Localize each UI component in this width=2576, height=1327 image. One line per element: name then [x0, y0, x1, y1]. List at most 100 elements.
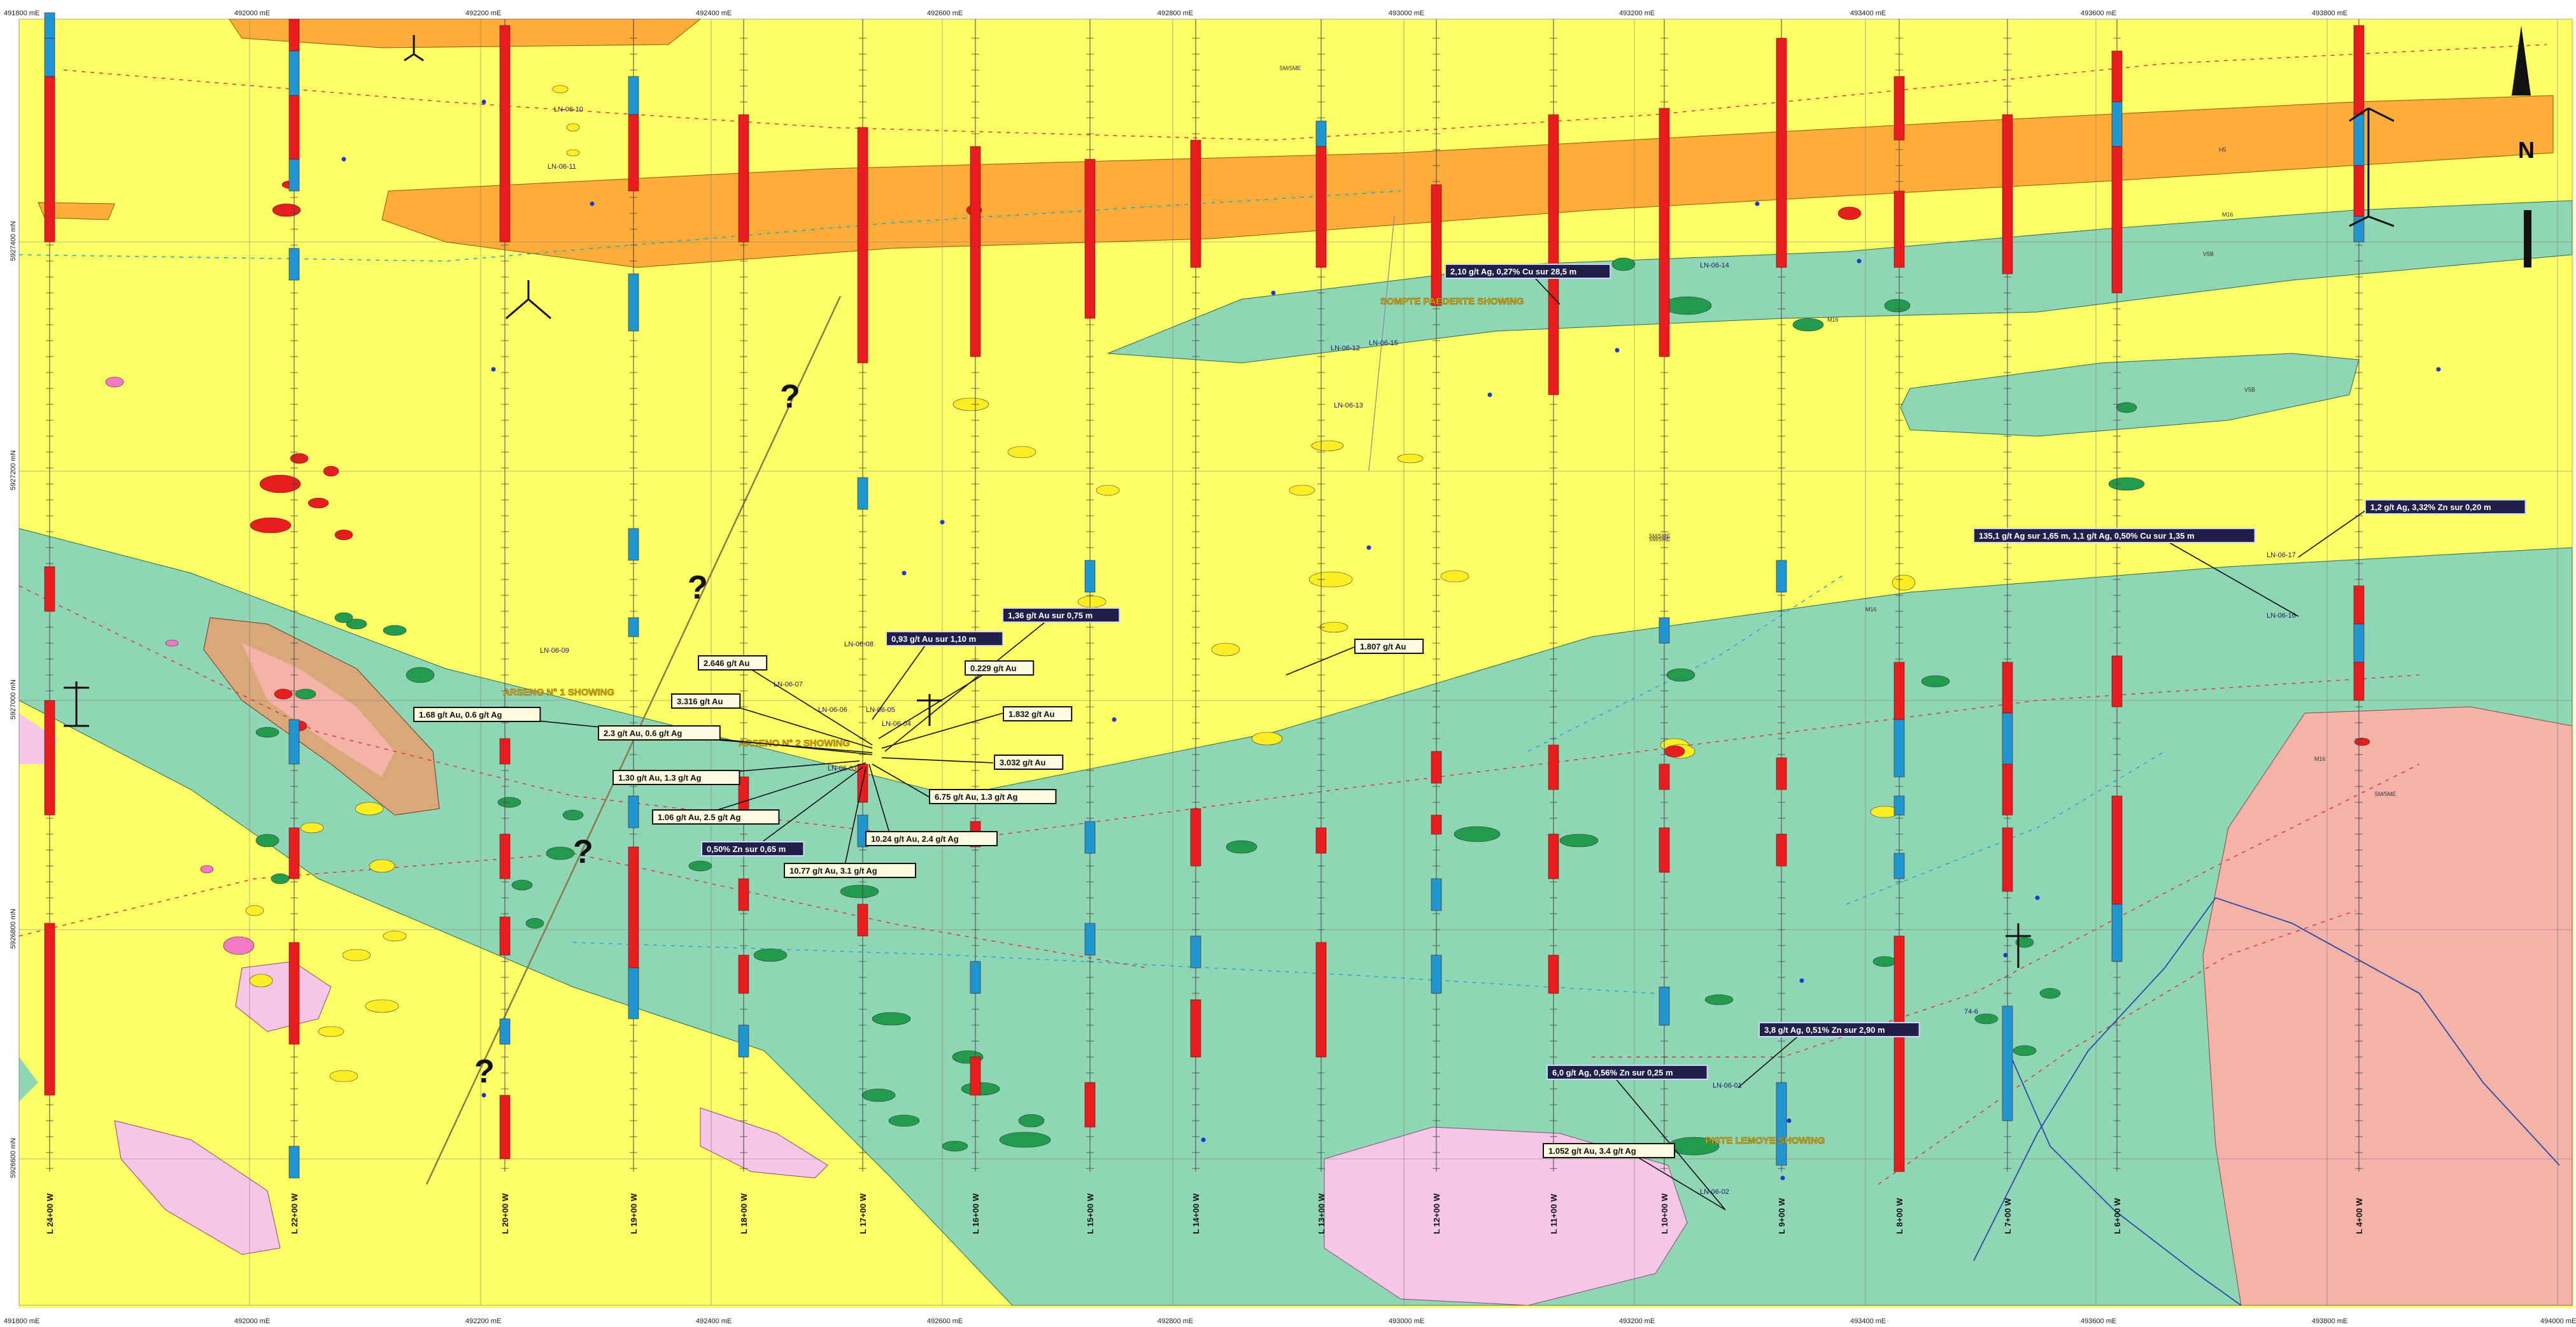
anomaly-segment-blue — [1431, 954, 1442, 994]
pink-unit-mid — [700, 1107, 828, 1179]
anomaly-segment-red — [1548, 834, 1559, 879]
anomaly-segment-red — [499, 916, 511, 956]
anomaly-segment-red — [628, 846, 639, 969]
anomaly-segment-blue — [499, 1018, 511, 1045]
unit-label: 5M/5ME — [2375, 791, 2396, 797]
callout-box — [1543, 1143, 1675, 1158]
grid-line-label: L 16+00 W — [971, 1193, 980, 1234]
sample-point — [1271, 290, 1276, 295]
outcrop-green — [1666, 668, 1695, 682]
drillhole-label: LN-06-04 — [882, 720, 911, 728]
sample-point — [1780, 1175, 1785, 1181]
anomaly-segment-blue — [2111, 904, 2123, 962]
callout-text: 1.807 g/t Au — [1360, 642, 1406, 651]
anomaly-segment-red — [1315, 146, 1327, 268]
callout-text: 0.229 g/t Au — [970, 664, 1017, 673]
callout-box — [1973, 528, 2256, 543]
unit-label: M16 — [1865, 606, 1877, 613]
outcrop-green — [2116, 402, 2137, 413]
outcrop-yellow — [1077, 595, 1107, 608]
left-tick-label: 5927200 mN — [10, 450, 17, 490]
showing-label: SOMPTE PAEDERTE SHOWING — [1380, 296, 1524, 307]
drillhole-label: LN-06-08 — [844, 641, 874, 648]
top-tick-label: 493000 mE — [1389, 10, 1424, 17]
sample-point — [902, 571, 907, 576]
outcrop-yellow — [365, 999, 399, 1013]
anomaly-segment-blue — [1084, 923, 1096, 956]
drillhole-label: LN-06-01 — [1713, 1082, 1742, 1089]
sample-point — [1799, 978, 1804, 983]
grid-line-label: L 19+00 W — [629, 1193, 639, 1234]
anomaly-segment-blue — [288, 1146, 300, 1179]
outcrop-yellow — [342, 949, 371, 962]
assay-callout: 3.316 g/t Au — [671, 693, 741, 709]
bottom-tick-label: 493000 mE — [1389, 1317, 1424, 1325]
map-border — [18, 18, 2573, 1306]
assay-callout: 1.807 g/t Au — [1354, 639, 1424, 654]
anomaly-segment-red — [1776, 38, 1787, 268]
anomaly-segment-red — [1431, 814, 1442, 835]
callout-text: 1.06 g/t Au, 2.5 g/t Ag — [658, 813, 741, 822]
outcrop-green — [688, 860, 712, 872]
drillhole-label: LN-06-07 — [774, 681, 803, 688]
callout-text: 1.052 g/t Au, 3.4 g/t Ag — [1548, 1146, 1636, 1156]
outcrop-red — [274, 688, 293, 700]
anomaly-segment-red — [44, 566, 55, 612]
anomaly-segment-blue — [1084, 560, 1096, 593]
teal-unit-lens — [1900, 353, 2360, 437]
anomaly-segment-red — [738, 954, 749, 994]
unit-label: M16 — [2222, 211, 2233, 218]
anomaly-segment-red — [628, 114, 639, 192]
anomaly-segment-red — [44, 76, 55, 243]
callout-box — [1003, 706, 1073, 721]
callout-box — [886, 631, 1004, 646]
outcrop-green — [999, 1132, 1051, 1148]
callout-text: 10.24 g/t Au, 2.4 g/t Ag — [871, 834, 959, 844]
callout-text: 2.3 g/t Au, 0.6 g/t Ag — [604, 728, 682, 738]
outcrop-green — [1611, 257, 1636, 271]
anomaly-segment-red — [1659, 763, 1670, 790]
outcrop-yellow — [355, 802, 384, 816]
assay-callout: 1.30 g/t Au, 1.3 g/t Ag — [612, 770, 740, 785]
outcrop-green — [2013, 1045, 2037, 1056]
bottom-tick-label: 492400 mE — [696, 1317, 732, 1325]
outcrop-green — [888, 1114, 920, 1127]
outcrop-green — [1921, 675, 1950, 688]
unit-labels: 5M/5ME 5M/5ME 5M/5ME V5B V5B 5M/5ME M16 … — [1280, 65, 2396, 797]
anomaly-segment-blue — [44, 12, 55, 39]
sample-point — [1487, 392, 1492, 397]
grid-line-label: L 17+00 W — [858, 1193, 868, 1234]
assay-callout: 1.06 g/t Au, 2.5 g/t Ag — [652, 809, 780, 825]
outcrop-green — [511, 879, 533, 891]
anomaly-segment-red — [738, 878, 749, 911]
anomaly-segment-red — [2111, 655, 2123, 707]
outcrop-green — [2108, 477, 2145, 491]
assay-callout: 3,8 g/t Ag, 0,51% Zn sur 2,90 m — [1759, 1022, 1920, 1037]
anomaly-segment-red — [2111, 50, 2123, 103]
outcrop-red — [334, 529, 353, 541]
drillhole-label: LN-06-16 — [2267, 612, 2296, 620]
svg-text:?: ? — [474, 1053, 495, 1090]
bottom-tick-label: 492000 mE — [234, 1317, 270, 1325]
sample-point — [2436, 367, 2441, 372]
bottom-tick-label: 492600 mE — [927, 1317, 963, 1325]
callout-text: 3.316 g/t Au — [677, 697, 723, 706]
anomaly-segment-red — [1548, 114, 1559, 395]
outcrop-green — [295, 688, 316, 700]
top-tick-label: 492800 mE — [1157, 10, 1193, 17]
pink-unit-bottom — [1324, 1126, 1688, 1306]
outcrop-green — [255, 834, 280, 848]
outcrop-yellow — [952, 397, 989, 411]
outcrop-green — [497, 797, 521, 808]
orange-unit-small — [38, 202, 115, 220]
showing-label: ARSENO N° 2 SHOWING — [739, 738, 850, 749]
anomaly-segment-blue — [628, 528, 639, 561]
anomaly-segment-red — [2002, 827, 2013, 892]
anomaly-segment-blue — [1893, 853, 1905, 879]
callout-text: 1.68 g/t Au, 0.6 g/t Ag — [419, 710, 502, 720]
grid-line-label: L 12+00 W — [1432, 1193, 1441, 1234]
grid-line-label: L 15+00 W — [1086, 1193, 1095, 1234]
showing-labels: ARSENO N° 1 SHOWING ARSENO N° 2 SHOWING … — [503, 296, 1825, 1147]
